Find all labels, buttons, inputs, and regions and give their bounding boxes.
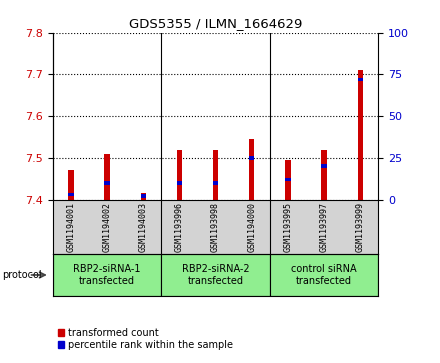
Bar [161,254,270,296]
Text: control siRNA
transfected: control siRNA transfected [291,264,357,286]
Bar [358,70,363,200]
Text: GSM1193999: GSM1193999 [356,202,365,252]
Text: GSM1194000: GSM1194000 [247,202,256,252]
Bar [104,154,110,200]
Bar [285,160,291,200]
Text: GSM1193995: GSM1193995 [283,202,293,252]
Text: GSM1193996: GSM1193996 [175,202,184,252]
Text: GSM1194001: GSM1194001 [66,202,75,252]
Bar [213,150,218,200]
Bar [213,181,218,185]
Text: GSM1194003: GSM1194003 [139,202,148,252]
Bar [270,254,378,296]
Text: RBP2-siRNA-1
transfected: RBP2-siRNA-1 transfected [73,264,141,286]
Bar [140,195,146,198]
Bar [321,164,327,168]
Bar [104,181,110,185]
Bar [285,178,291,182]
Bar [53,254,161,296]
Legend: transformed count, percentile rank within the sample: transformed count, percentile rank withi… [58,328,233,350]
Bar [68,171,73,200]
Bar [358,78,363,81]
Text: GSM1193998: GSM1193998 [211,202,220,252]
Bar [140,193,146,200]
Bar [68,193,73,196]
Bar [321,150,327,200]
Bar [177,181,182,185]
Text: RBP2-siRNA-2
transfected: RBP2-siRNA-2 transfected [182,264,249,286]
Bar [249,139,254,200]
Bar [177,150,182,200]
Title: GDS5355 / ILMN_1664629: GDS5355 / ILMN_1664629 [129,17,302,30]
Text: protocol: protocol [2,270,42,280]
Text: GSM1193997: GSM1193997 [319,202,329,252]
Bar [249,156,254,160]
Text: GSM1194002: GSM1194002 [103,202,112,252]
